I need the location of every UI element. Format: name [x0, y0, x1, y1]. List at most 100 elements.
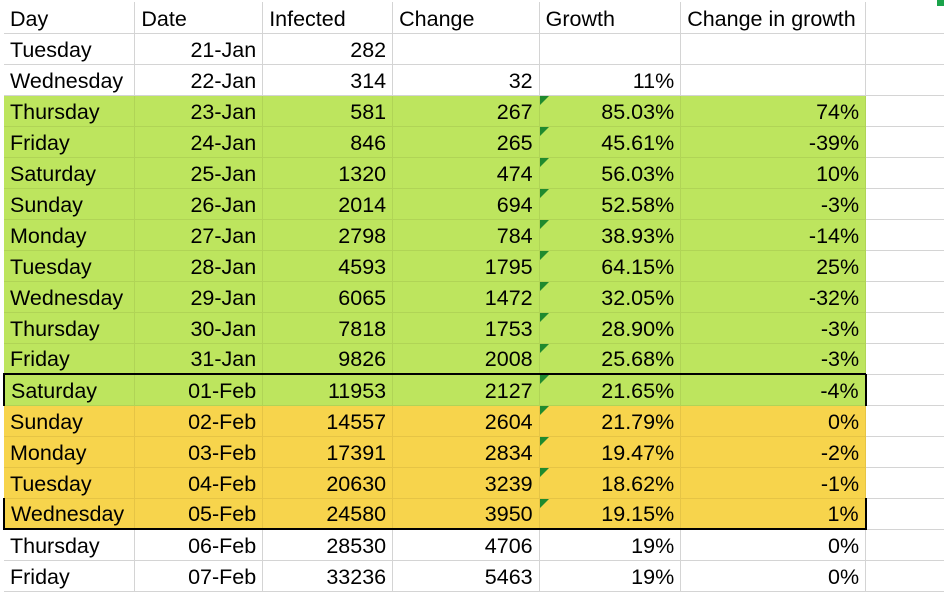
header-date[interactable]: Date — [134, 2, 264, 34]
empty-cell[interactable] — [865, 33, 944, 65]
error-flag-icon[interactable] — [539, 312, 549, 322]
error-flag-icon[interactable] — [539, 498, 549, 508]
cell-infected[interactable]: 33236 — [262, 560, 394, 592]
cell-infected[interactable]: 17391 — [262, 436, 394, 468]
cell-infected[interactable]: 4593 — [262, 250, 394, 282]
empty-cell[interactable] — [865, 157, 944, 189]
cell-change-in-growth[interactable] — [680, 64, 867, 96]
header-infected[interactable]: Infected — [262, 2, 394, 34]
error-flag-icon[interactable] — [539, 157, 549, 167]
cell-change-in-growth[interactable]: -2% — [680, 436, 867, 468]
cell-change-in-growth[interactable]: 0% — [680, 405, 867, 437]
cell-date[interactable]: 25-Jan — [134, 157, 264, 189]
cell-day[interactable]: Friday — [4, 560, 136, 592]
cell-infected[interactable]: 2014 — [262, 188, 394, 220]
cell-date[interactable]: 29-Jan — [134, 281, 264, 313]
cell-growth[interactable]: 52.58% — [539, 188, 682, 220]
cell-growth[interactable]: 56.03% — [539, 157, 682, 189]
empty-cell[interactable] — [865, 560, 944, 592]
cell-change[interactable] — [392, 33, 540, 65]
cell-day[interactable]: Saturday — [4, 157, 136, 189]
cell-date[interactable]: 04-Feb — [134, 467, 264, 499]
cell-infected[interactable]: 581 — [262, 95, 394, 127]
cell-change-in-growth[interactable]: 25% — [680, 250, 867, 282]
cell-growth[interactable]: 21.65% — [539, 373, 682, 406]
error-flag-icon[interactable] — [539, 343, 549, 353]
cell-change[interactable]: 1795 — [392, 250, 540, 282]
cell-day[interactable]: Monday — [4, 436, 136, 468]
cell-change[interactable]: 4706 — [392, 529, 540, 561]
cell-infected[interactable]: 314 — [262, 64, 394, 96]
empty-cell[interactable] — [865, 64, 944, 96]
cell-change-in-growth[interactable]: -3% — [680, 312, 867, 344]
empty-cell[interactable] — [865, 467, 944, 499]
empty-cell[interactable] — [865, 405, 944, 437]
header-change-in-growth[interactable]: Change in growth — [680, 2, 867, 34]
cell-growth[interactable] — [539, 33, 682, 65]
cell-change-in-growth[interactable]: -39% — [680, 126, 867, 158]
cell-day[interactable]: Friday — [4, 343, 136, 375]
cell-change[interactable]: 784 — [392, 219, 540, 251]
cell-change[interactable]: 5463 — [392, 560, 540, 592]
header-change[interactable]: Change — [392, 2, 540, 34]
empty-cell[interactable] — [865, 250, 944, 282]
cell-change[interactable]: 474 — [392, 157, 540, 189]
cell-change[interactable]: 2127 — [392, 373, 540, 406]
cell-change-in-growth[interactable] — [680, 33, 867, 65]
cell-date[interactable]: 26-Jan — [134, 188, 264, 220]
cell-date[interactable]: 23-Jan — [134, 95, 264, 127]
cell-date[interactable]: 06-Feb — [134, 529, 264, 561]
cell-date[interactable]: 31-Jan — [134, 343, 264, 375]
cell-day[interactable]: Monday — [4, 219, 136, 251]
cell-growth[interactable]: 18.62% — [539, 467, 682, 499]
cell-day[interactable]: Friday — [4, 126, 136, 158]
cell-date[interactable]: 22-Jan — [134, 64, 264, 96]
cell-day[interactable]: Wednesday — [4, 64, 136, 96]
cell-infected[interactable]: 6065 — [262, 281, 394, 313]
header-growth[interactable]: Growth — [539, 2, 682, 34]
error-flag-icon[interactable] — [539, 405, 549, 415]
cell-change-in-growth[interactable]: 0% — [680, 560, 867, 592]
cell-change[interactable]: 267 — [392, 95, 540, 127]
cell-growth[interactable]: 19.47% — [539, 436, 682, 468]
cell-change-in-growth[interactable]: -3% — [680, 343, 867, 375]
cell-change[interactable]: 1472 — [392, 281, 540, 313]
empty-cell[interactable] — [865, 498, 944, 530]
cell-change[interactable]: 32 — [392, 64, 540, 96]
cell-date[interactable]: 21-Jan — [134, 33, 264, 65]
cell-day[interactable]: Tuesday — [4, 33, 136, 65]
cell-growth[interactable]: 25.68% — [539, 343, 682, 375]
cell-infected[interactable]: 9826 — [262, 343, 394, 375]
cell-growth[interactable]: 38.93% — [539, 219, 682, 251]
error-flag-icon[interactable] — [539, 126, 549, 136]
cell-day[interactable]: Tuesday — [4, 250, 136, 282]
cell-growth[interactable]: 85.03% — [539, 95, 682, 127]
cell-infected[interactable]: 2798 — [262, 219, 394, 251]
error-flag-icon[interactable] — [539, 376, 549, 384]
empty-cell[interactable] — [865, 343, 944, 375]
cell-change-in-growth[interactable]: 10% — [680, 157, 867, 189]
cell-date[interactable]: 05-Feb — [134, 498, 264, 530]
cell-growth[interactable]: 21.79% — [539, 405, 682, 437]
cell-date[interactable]: 27-Jan — [134, 219, 264, 251]
error-flag-icon[interactable] — [539, 95, 549, 105]
empty-cell[interactable] — [865, 374, 944, 406]
cell-day[interactable]: Sunday — [4, 405, 136, 437]
cell-growth[interactable]: 11% — [539, 64, 682, 96]
cell-change[interactable]: 1753 — [392, 312, 540, 344]
error-flag-icon[interactable] — [539, 281, 549, 291]
cell-growth[interactable]: 19.15% — [539, 498, 682, 530]
cell-day[interactable]: Sunday — [4, 188, 136, 220]
cell-infected[interactable]: 28530 — [262, 529, 394, 561]
cell-change[interactable]: 694 — [392, 188, 540, 220]
cell-infected[interactable]: 11953 — [262, 373, 394, 406]
cell-change[interactable]: 3950 — [392, 498, 540, 530]
cell-infected[interactable]: 14557 — [262, 405, 394, 437]
cell-growth[interactable]: 32.05% — [539, 281, 682, 313]
cell-day[interactable]: Wednesday — [3, 498, 136, 530]
cell-growth[interactable]: 28.90% — [539, 312, 682, 344]
cell-change-in-growth[interactable]: -3% — [680, 188, 867, 220]
cell-day[interactable]: Thursday — [4, 312, 136, 344]
cell-growth[interactable]: 19% — [539, 529, 682, 561]
empty-cell[interactable] — [865, 436, 944, 468]
